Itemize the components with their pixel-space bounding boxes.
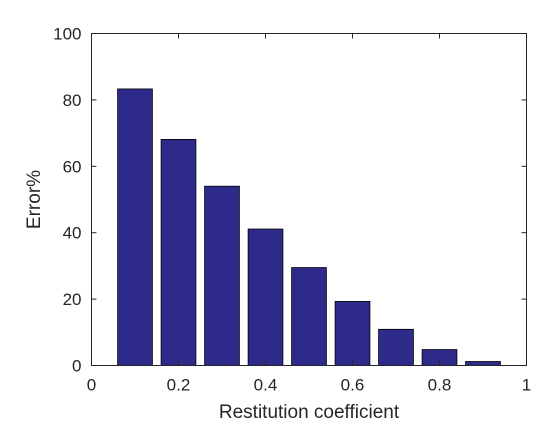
- bar: [204, 185, 240, 366]
- y-tick-label: 80: [63, 91, 82, 110]
- y-axis-label: Error%: [24, 170, 45, 229]
- y-tick-label: 40: [63, 224, 82, 243]
- x-tick-label: 1: [522, 376, 531, 395]
- bar: [465, 361, 501, 366]
- bar: [117, 88, 153, 366]
- bar: [291, 267, 327, 366]
- bar: [247, 228, 284, 366]
- x-tick-label: 0.2: [167, 376, 191, 395]
- x-tick-label: 0.6: [341, 376, 365, 395]
- bar: [334, 301, 371, 366]
- y-tick-label: 100: [53, 25, 81, 44]
- y-tick-label: 60: [63, 157, 82, 176]
- x-axis: 0 0.2 0.4 0.6 0.8 1: [87, 33, 531, 395]
- x-axis-label: Restitution coefficient: [219, 402, 400, 423]
- x-tick-label: 0.8: [428, 376, 452, 395]
- bars-group: [117, 88, 501, 366]
- y-tick-label: 0: [72, 357, 81, 376]
- bar: [160, 139, 197, 366]
- y-tick-label: 20: [63, 290, 82, 309]
- bar: [378, 328, 414, 366]
- x-tick-label: 0: [87, 376, 96, 395]
- y-axis: 0 20 40 60 80 100: [53, 25, 527, 376]
- plot-frame: [91, 33, 527, 366]
- x-tick-label: 0.4: [254, 376, 278, 395]
